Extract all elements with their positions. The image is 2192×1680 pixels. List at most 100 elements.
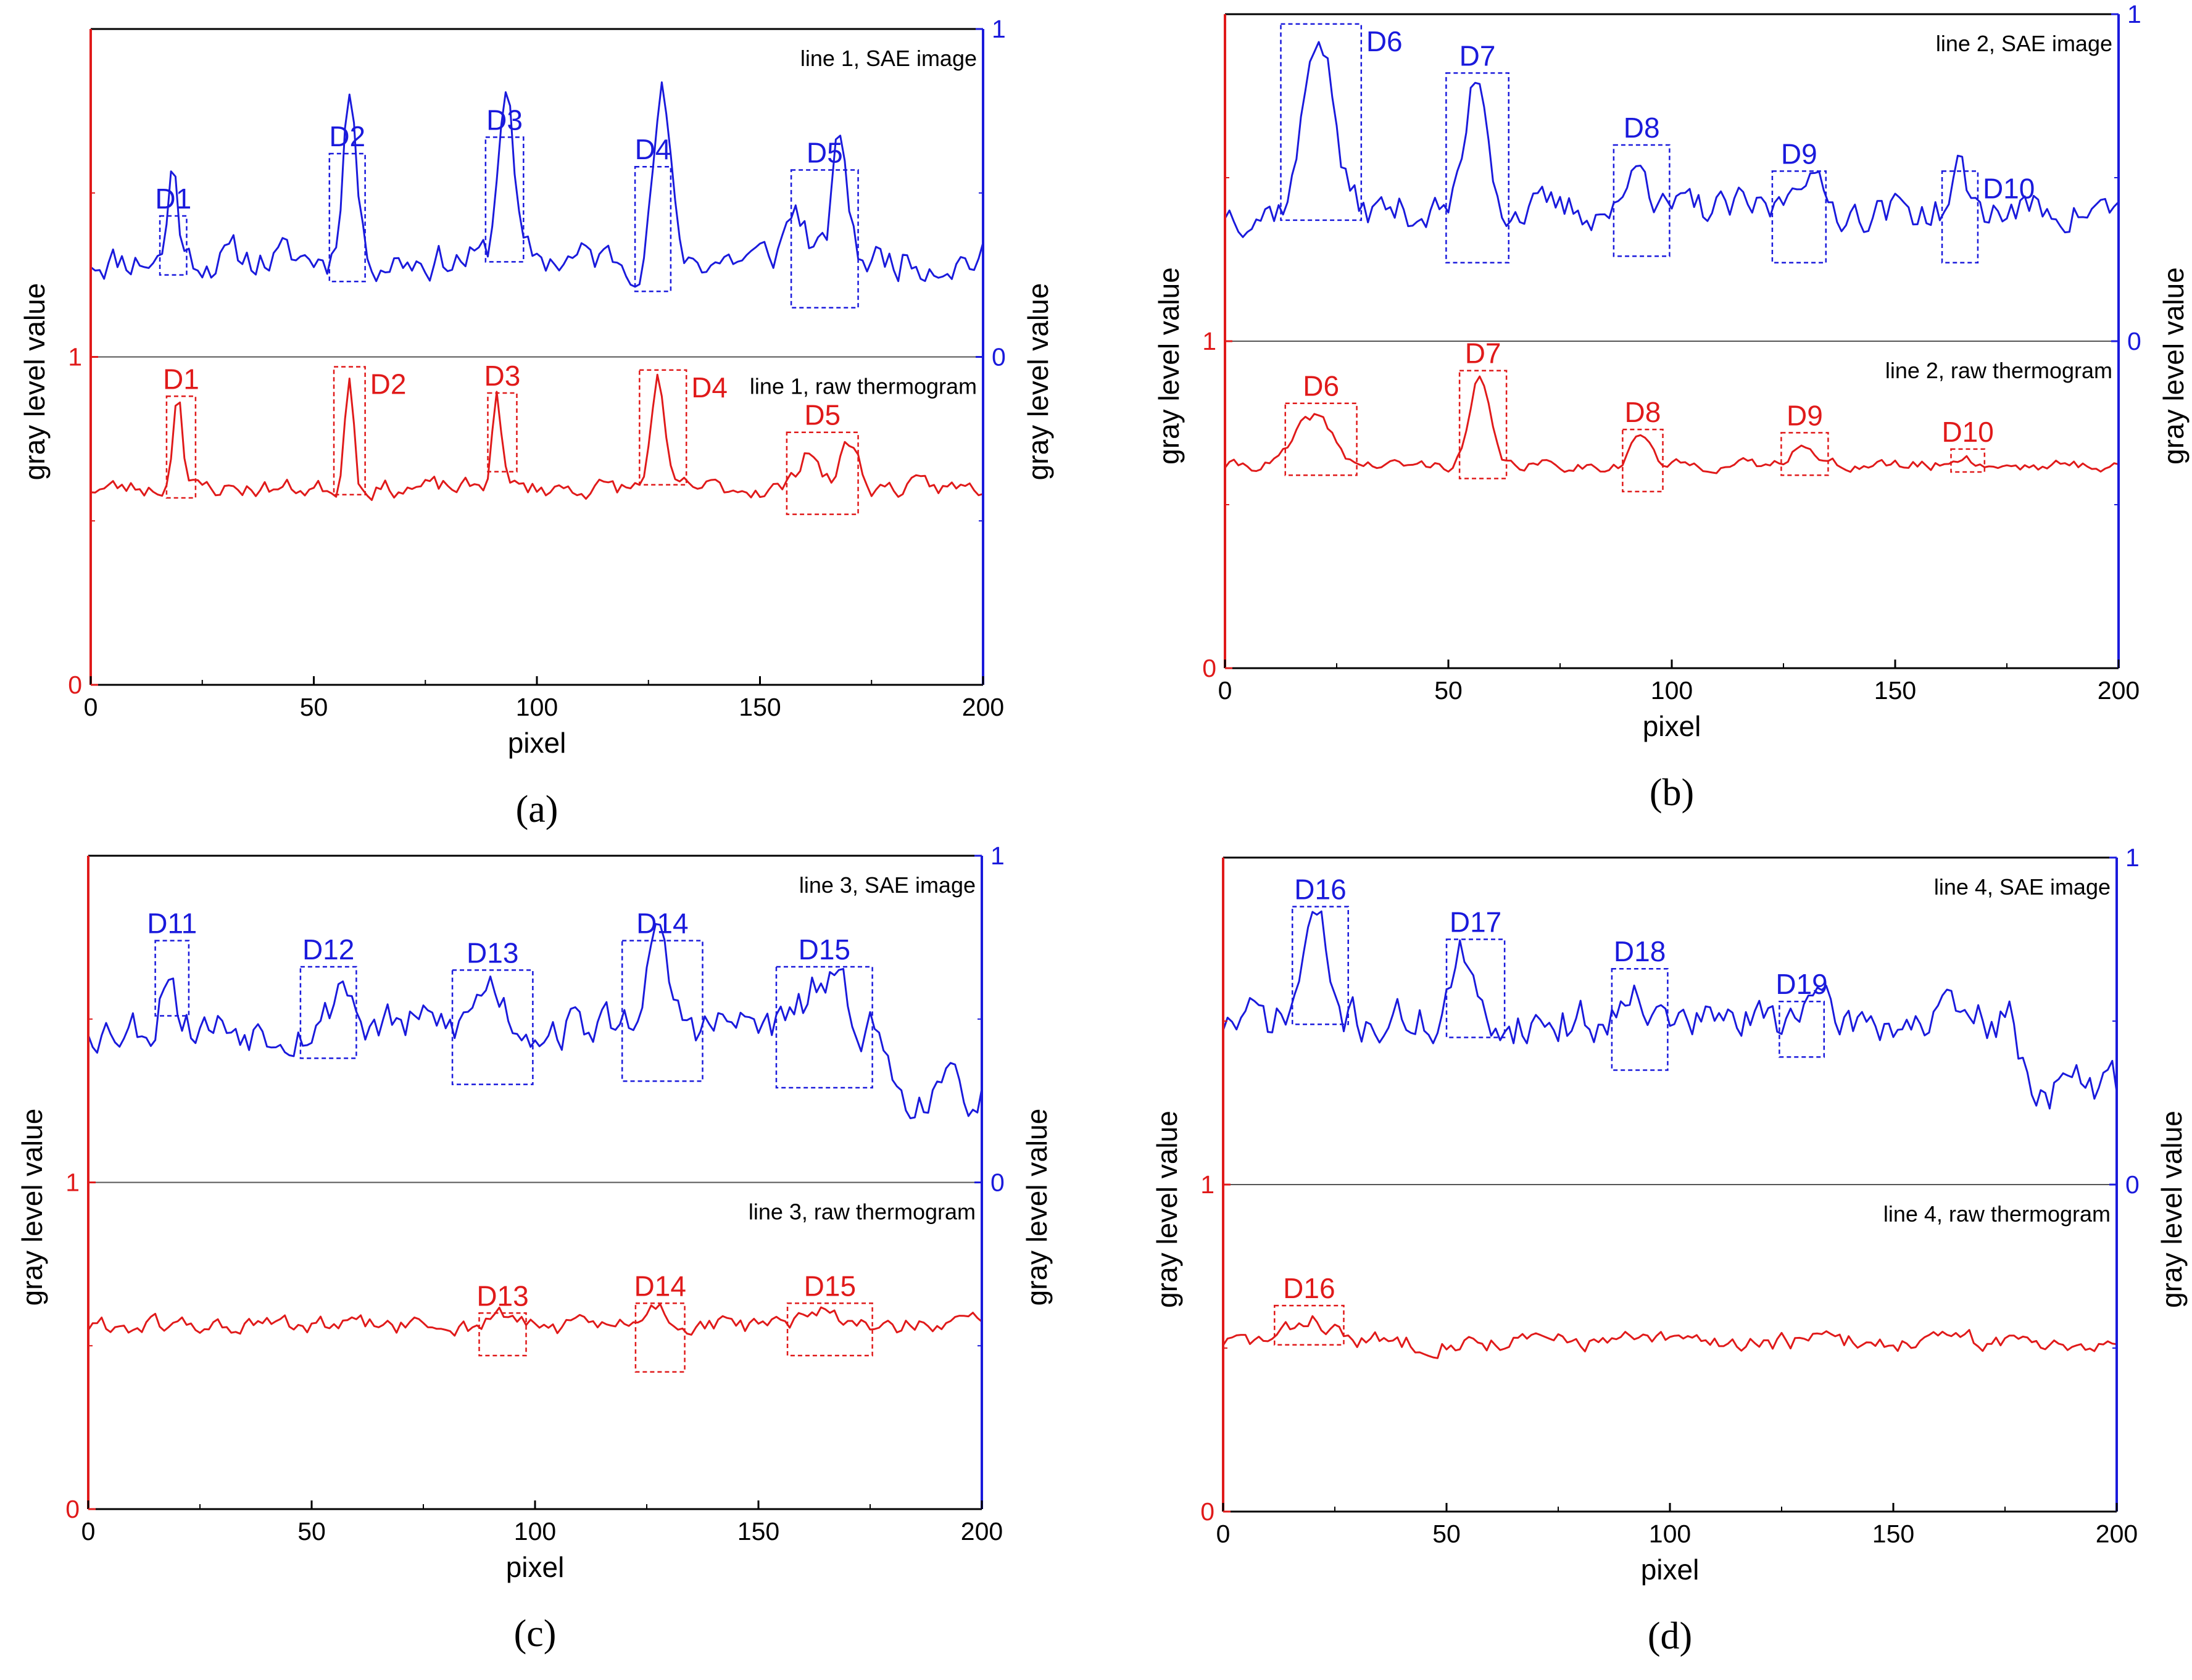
sae-series-line bbox=[90, 81, 984, 288]
defect-box-d6 bbox=[1284, 402, 1358, 476]
x-tick-label: 150 bbox=[737, 1517, 779, 1546]
panel-d: D16 D17 D18 D19 D16 0 50 100 150 200 0 1 0 1 line 4, … bbox=[1151, 843, 2188, 1657]
right-y-tick-label: 0 bbox=[990, 1169, 1005, 1197]
right-y-axis-label: gray level value bbox=[1022, 283, 1054, 481]
x-axis-label: pixel bbox=[506, 1551, 565, 1583]
panel-caption: (c) bbox=[514, 1613, 557, 1655]
defect-label-d10: D10 bbox=[1983, 172, 2035, 204]
defect-box-d6 bbox=[1280, 23, 1363, 221]
defect-box-d7 bbox=[1458, 370, 1508, 479]
defect-label-d1: D1 bbox=[155, 183, 191, 215]
defect-box-d17 bbox=[1445, 938, 1506, 1038]
right-y-axis-label: gray level value bbox=[1021, 1109, 1053, 1306]
defect-box-d5 bbox=[786, 431, 859, 515]
defect-label-d19: D19 bbox=[1775, 968, 1827, 1000]
panel-b: D6 D7 D8 D9 D10 D6 D7 D8 D9 D10 0 50 100 150 200 0 1 0 1 l… bbox=[1153, 0, 2190, 814]
x-axis-label: pixel bbox=[1643, 710, 1701, 742]
defect-label-d11: D11 bbox=[147, 908, 197, 940]
x-axis-label: pixel bbox=[508, 727, 567, 759]
defect-box-d2 bbox=[333, 366, 366, 495]
defect-label-d8: D8 bbox=[1625, 396, 1661, 428]
right-y-axis-label: gray level value bbox=[2157, 267, 2190, 465]
defect-box-d15 bbox=[775, 966, 873, 1089]
series-label-raw: line 3, raw thermogram bbox=[749, 1199, 976, 1225]
right-y-tick-label: 1 bbox=[990, 842, 1005, 870]
defect-box-d9 bbox=[1780, 432, 1829, 476]
left-y-tick-label: 0 bbox=[1202, 654, 1216, 682]
defect-label-d13: D13 bbox=[476, 1280, 528, 1312]
defect-label-d2: D2 bbox=[329, 120, 365, 152]
left-y-tick-label: 0 bbox=[65, 1495, 80, 1523]
left-y-tick-label: 1 bbox=[1200, 1170, 1214, 1199]
series-label-sae: line 1, SAE image bbox=[800, 46, 977, 71]
x-tick-label: 200 bbox=[962, 693, 1004, 721]
defect-box-d3 bbox=[487, 392, 518, 473]
series-label-sae: line 3, SAE image bbox=[799, 872, 976, 898]
raw-series-line bbox=[87, 1303, 982, 1337]
defect-box-d16 bbox=[1291, 906, 1349, 1025]
defect-box-d1 bbox=[165, 395, 197, 499]
x-tick-label: 0 bbox=[1218, 676, 1232, 705]
defect-box-d16 bbox=[1274, 1304, 1345, 1346]
sae-series-line bbox=[1222, 910, 2118, 1110]
x-tick-label: 150 bbox=[1874, 676, 1916, 705]
defect-label-d13: D13 bbox=[467, 937, 518, 969]
series-label-sae: line 2, SAE image bbox=[1936, 31, 2112, 56]
defect-label-d7: D7 bbox=[1459, 39, 1496, 72]
x-tick-label: 100 bbox=[1651, 676, 1693, 705]
x-tick-label: 100 bbox=[516, 693, 558, 721]
raw-series-line bbox=[90, 373, 984, 501]
panel-a: D1 D2 D3 D4 D5 D1 D2 D3 D4 D5 0 50 100 150 200 0 1 0 1 lin… bbox=[19, 15, 1054, 830]
defect-label-d10: D10 bbox=[1941, 416, 1993, 448]
series-label-raw: line 2, raw thermogram bbox=[1885, 358, 2112, 383]
defect-box-d18 bbox=[1611, 967, 1669, 1071]
right-y-tick-label: 1 bbox=[992, 15, 1006, 43]
panel-caption: (a) bbox=[516, 788, 558, 830]
left-y-axis-label: gray level value bbox=[1151, 1111, 1183, 1308]
defect-label-d2: D2 bbox=[370, 368, 407, 400]
left-y-axis-label: gray level value bbox=[1153, 267, 1185, 465]
left-y-tick-label: 0 bbox=[68, 671, 82, 699]
x-tick-label: 0 bbox=[1216, 1520, 1231, 1548]
left-y-axis-label: gray level value bbox=[16, 1109, 48, 1306]
defect-box-d3 bbox=[484, 136, 525, 263]
x-tick-label: 200 bbox=[961, 1517, 1003, 1546]
x-tick-label: 200 bbox=[2098, 676, 2140, 705]
defect-label-d14: D14 bbox=[634, 1270, 686, 1302]
defect-box-d10 bbox=[1941, 170, 1979, 264]
raw-series-line bbox=[1222, 1315, 2117, 1359]
right-y-tick-label: 1 bbox=[2125, 843, 2140, 872]
defect-box-d7 bbox=[1445, 72, 1509, 264]
right-y-tick-label: 1 bbox=[2127, 0, 2141, 28]
defect-label-d4: D4 bbox=[691, 371, 728, 403]
series-label-raw: line 4, raw thermogram bbox=[1883, 1201, 2111, 1227]
defect-label-d16: D16 bbox=[1294, 874, 1346, 906]
x-tick-label: 50 bbox=[1434, 676, 1463, 705]
x-tick-label: 150 bbox=[1872, 1520, 1914, 1548]
defect-label-d5: D5 bbox=[807, 137, 843, 169]
sae-series-line bbox=[87, 923, 983, 1119]
defect-label-d17: D17 bbox=[1450, 906, 1501, 938]
x-tick-label: 50 bbox=[1432, 1520, 1461, 1548]
series-label-sae: line 4, SAE image bbox=[1934, 874, 2111, 900]
defect-label-d9: D9 bbox=[1781, 138, 1817, 170]
defect-label-d12: D12 bbox=[302, 933, 354, 966]
raw-series-line bbox=[1224, 375, 2119, 474]
x-tick-label: 50 bbox=[297, 1517, 326, 1546]
left-y-tick-label: 1 bbox=[1202, 327, 1216, 355]
x-tick-label: 150 bbox=[739, 693, 781, 721]
x-tick-label: 200 bbox=[2096, 1520, 2138, 1548]
right-y-axis-label: gray level value bbox=[2156, 1111, 2188, 1308]
defect-label-d18: D18 bbox=[1614, 935, 1666, 967]
defect-box-d1 bbox=[159, 215, 188, 276]
sae-series-line bbox=[1224, 41, 2120, 238]
defect-label-d8: D8 bbox=[1624, 112, 1660, 144]
defect-label-d3: D3 bbox=[486, 104, 523, 136]
x-tick-label: 100 bbox=[1649, 1520, 1691, 1548]
panel-c: D11 D12 D13 D14 D15 D13 D14 D15 0 50 100 150 200 0 1 0 1… bbox=[16, 842, 1053, 1655]
left-y-tick-label: 1 bbox=[65, 1169, 80, 1197]
defect-label-d3: D3 bbox=[484, 360, 521, 392]
defect-box-d19 bbox=[1779, 1000, 1825, 1058]
defect-box-d8 bbox=[1622, 428, 1664, 493]
